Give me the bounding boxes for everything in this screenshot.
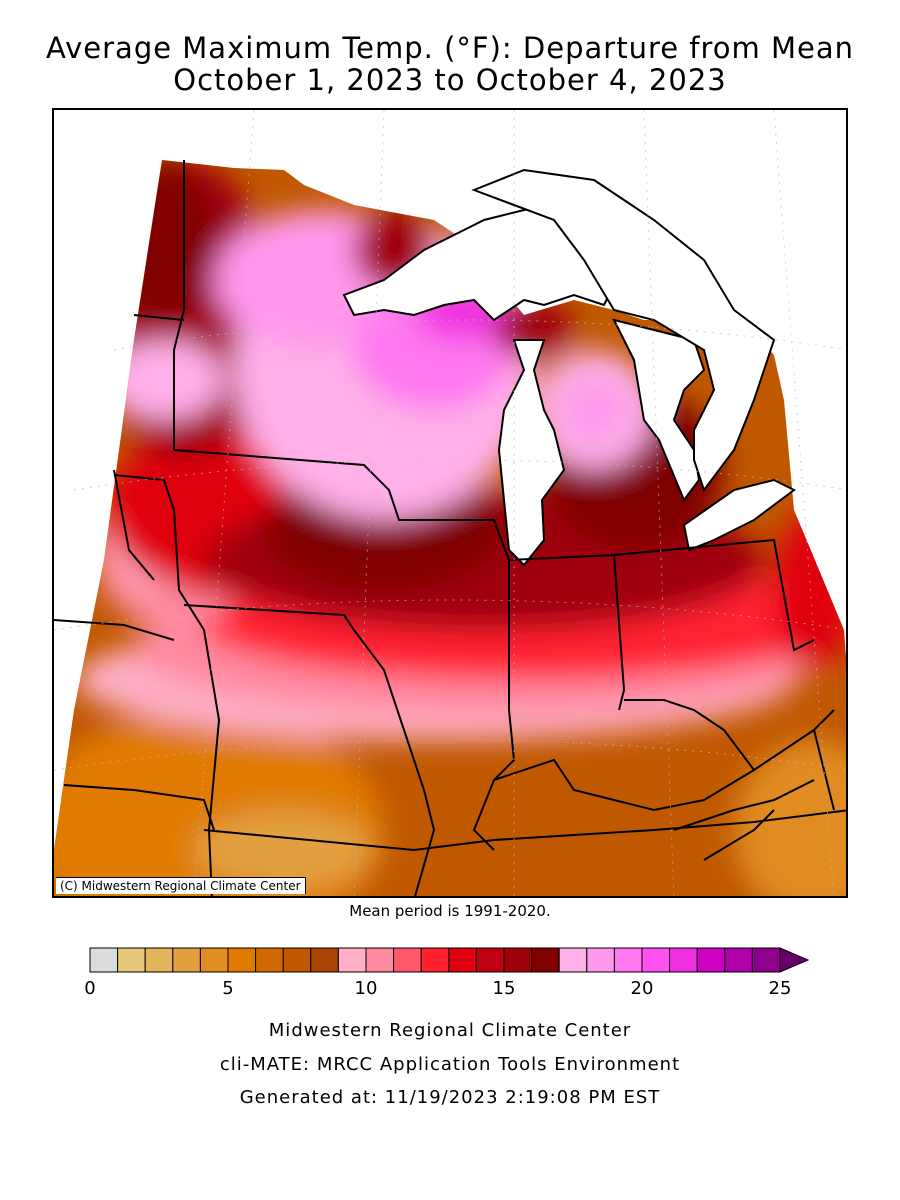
legend-swatch: [255, 947, 284, 973]
legend-tick-label: 25: [768, 978, 792, 999]
legend-swatch: [724, 947, 753, 973]
legend-swatch: [393, 947, 422, 973]
legend-swatch: [310, 947, 339, 973]
great-lakes: [342, 168, 796, 567]
footer-tool-name: cli-MATE: MRCC Application Tools Environ…: [219, 1054, 681, 1075]
legend-swatch: [117, 947, 146, 973]
legend-swatch: [641, 947, 671, 973]
temperature-departure-map: [54, 110, 846, 896]
legend-swatch: [282, 947, 312, 973]
legend-tick-label: 0: [84, 978, 96, 999]
legend-swatch: [448, 947, 477, 973]
lake-michigan: [497, 339, 566, 567]
legend-swatch: [531, 947, 560, 973]
copyright-notice: (C) Midwestern Regional Climate Center: [56, 877, 306, 894]
legend-swatch: [558, 947, 588, 973]
lake-superior: [342, 203, 616, 322]
legend-swatch: [227, 947, 257, 973]
legend-swatch: [199, 947, 229, 973]
canada-region: [471, 168, 776, 493]
state-boundaries: [54, 160, 846, 896]
legend-tick-label: 15: [492, 978, 516, 999]
legend-swatch: [475, 947, 505, 973]
mean-period-note: Mean period is 1991-2020.: [349, 902, 551, 920]
legend-tick-label: 10: [354, 978, 378, 999]
legend-swatch: [365, 947, 395, 973]
map-frame: (C) Midwestern Regional Climate Center: [52, 108, 848, 898]
legend-swatch: [586, 947, 615, 973]
legend-swatch: [172, 947, 201, 973]
legend-swatch: [337, 947, 367, 973]
legend-tick-label: 20: [630, 978, 654, 999]
lat-lon-grid: [54, 110, 846, 896]
legend-swatch: [144, 947, 174, 973]
color-scale-legend: [89, 947, 810, 973]
map-title-line1: Average Maximum Temp. (°F): Departure fr…: [45, 31, 855, 65]
legend-swatch: [669, 947, 698, 973]
legend-swatch: [613, 947, 643, 973]
footer-organization: Midwestern Regional Climate Center: [268, 1020, 632, 1041]
footer-generated-time: Generated at: 11/19/2023 2:19:08 PM EST: [239, 1087, 661, 1108]
legend-overflow-arrow: [779, 947, 810, 973]
legend-swatch: [503, 947, 533, 973]
legend-swatch: [751, 947, 781, 973]
legend-swatch: [420, 947, 450, 973]
map-title-line2: October 1, 2023 to October 4, 2023: [173, 63, 727, 97]
legend-swatch: [696, 947, 726, 973]
legend-swatch: [89, 947, 119, 973]
legend-tick-label: 5: [222, 978, 234, 999]
